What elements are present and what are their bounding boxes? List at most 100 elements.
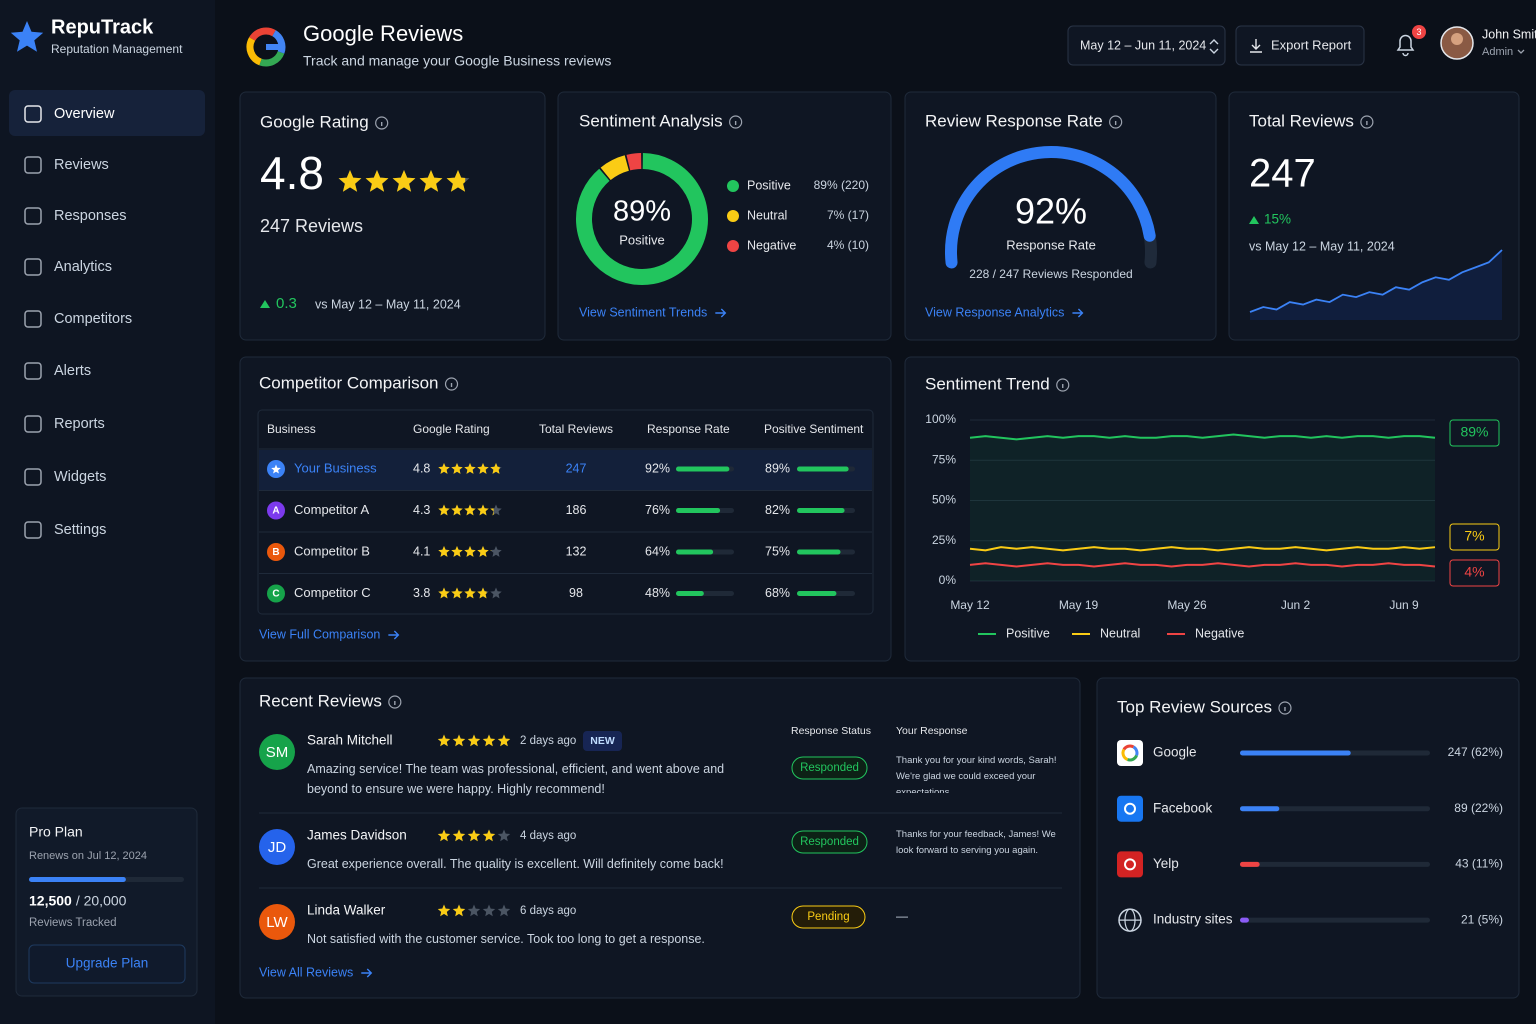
star-empty: [467, 904, 481, 917]
response-label: 92%: [645, 461, 670, 475]
column-header: Total Reviews: [539, 422, 613, 436]
link[interactable]: View All Reviews: [259, 965, 353, 979]
gauge-label: Response Rate: [1006, 237, 1096, 252]
column-header: Response Status: [791, 725, 871, 737]
nav-item[interactable]: Reports: [54, 416, 105, 432]
rating: 3.8: [413, 586, 430, 600]
card: [239, 356, 892, 662]
review-time: 6 days ago: [520, 905, 576, 917]
nav-item[interactable]: Responses: [54, 208, 127, 224]
upgrade-label[interactable]: Upgrade Plan: [66, 956, 149, 971]
legend-label: Positive: [1006, 626, 1050, 640]
link[interactable]: View Sentiment Trends: [579, 305, 707, 319]
card: [239, 677, 1081, 999]
export-button[interactable]: [1235, 25, 1365, 66]
star-filled: [464, 463, 476, 474]
date-range[interactable]: May 12 – Jun 11, 2024: [1080, 38, 1206, 52]
nav-item[interactable]: Settings: [54, 522, 106, 538]
legend-value: 4% (10): [827, 238, 869, 252]
business-badge: [267, 584, 285, 603]
source-icon: [1117, 740, 1143, 766]
rating-change: 0.3: [276, 295, 297, 312]
star-filled: [338, 170, 362, 192]
legend-dot: [727, 240, 739, 252]
sparkline: [1249, 249, 1503, 313]
tagline: Reputation Management: [51, 42, 183, 56]
nav-icon: [24, 468, 42, 486]
nav-icon: [24, 362, 42, 380]
link[interactable]: View Full Comparison: [259, 627, 380, 641]
donut-value: 89%: [613, 196, 671, 228]
star-rating: [437, 734, 511, 747]
series-line: [969, 433, 1436, 441]
reviewer-name: Sarah Mitchell: [307, 733, 393, 748]
paragraph: Amazing service! The team was profession…: [307, 762, 724, 796]
rating-compare: vs May 12 – May 11, 2024: [315, 297, 461, 311]
source-value: 89 (22%): [1454, 801, 1503, 815]
star-empty: [482, 904, 496, 917]
export-label[interactable]: Export Report: [1271, 37, 1352, 52]
positive-label: 89%: [765, 461, 790, 475]
series-line: [969, 546, 1436, 552]
star-filled: [446, 170, 466, 192]
star-filled: [490, 463, 500, 474]
nav-item[interactable]: Alerts: [54, 363, 91, 379]
nav-item[interactable]: Reviews: [54, 157, 109, 173]
avatar: [259, 829, 295, 865]
x-tick-label: May 19: [1059, 598, 1099, 612]
table-frame: [257, 409, 874, 615]
nav-icon: [24, 207, 42, 225]
nav-item[interactable]: Overview: [54, 106, 115, 122]
end-badge: [1449, 559, 1500, 587]
card-title: Sentiment Trend: [925, 374, 1050, 393]
link-arrow: [388, 630, 400, 640]
nav-icon: [24, 105, 42, 123]
source-value: 247 (62%): [1448, 745, 1503, 759]
star-filled: [467, 829, 481, 842]
reviewer-name: James Davidson: [307, 828, 407, 843]
gauge-fill: [945, 146, 1156, 269]
notification-badge: [1412, 25, 1426, 39]
star-filled: [452, 829, 466, 842]
bar-fill: [676, 591, 704, 596]
bell-icon[interactable]: [1396, 34, 1415, 57]
reviews: 247: [566, 461, 587, 475]
avatar-initials: SM: [266, 744, 289, 761]
upgrade-button[interactable]: [28, 944, 186, 984]
response-label: 48%: [645, 586, 670, 600]
user-chevron: [1517, 49, 1525, 54]
legend-value: 89% (220): [814, 178, 869, 192]
badge-star: [271, 464, 281, 474]
page-subtitle: Track and manage your Google Business re…: [303, 53, 611, 69]
bar-fill: [676, 549, 714, 555]
bar-fill: [1240, 917, 1249, 923]
total-value: 247: [1249, 152, 1316, 196]
business-name: Competitor B: [294, 543, 370, 558]
star-filled: [452, 904, 466, 917]
date-picker[interactable]: [1067, 25, 1226, 66]
star-filled: [438, 546, 450, 557]
legend-label: Negative: [1195, 626, 1244, 640]
info-icon: [1109, 115, 1123, 129]
card-title: Competitor Comparison: [259, 373, 439, 392]
nav-item[interactable]: Competitors: [54, 311, 132, 327]
star-empty: [497, 904, 511, 917]
date-chevrons: [1209, 39, 1219, 54]
star-filled: [477, 546, 489, 557]
bar-track: [1240, 861, 1430, 867]
gauge-detail: 228 / 247 Reviews Responded: [969, 267, 1132, 281]
star-filled: [464, 587, 476, 599]
reviews: 186: [566, 503, 587, 517]
nav-icon: [24, 415, 42, 433]
link[interactable]: View Response Analytics: [925, 305, 1064, 319]
series-line: [969, 562, 1436, 568]
plan-used: 12,500: [29, 893, 72, 909]
nav-item[interactable]: Analytics: [54, 259, 112, 275]
nav-item[interactable]: Widgets: [54, 469, 106, 485]
source-value: 21 (5%): [1461, 912, 1503, 926]
star-filled: [482, 734, 496, 747]
total-change: 15%: [1264, 212, 1291, 227]
paragraph-text: Great experience overall. The quality is…: [307, 857, 724, 871]
star-filled: [464, 504, 476, 516]
